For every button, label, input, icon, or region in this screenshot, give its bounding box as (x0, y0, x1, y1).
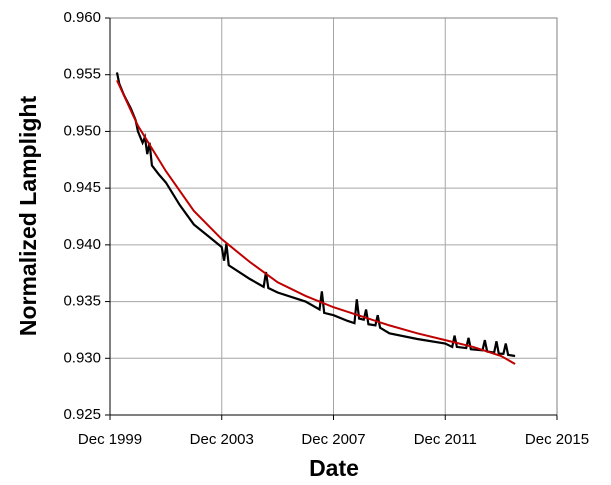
y-tick-label: 0.940 (63, 236, 101, 253)
data-line (115, 72, 516, 358)
x-tick-label: Dec 2007 (301, 431, 365, 448)
y-tick-label: 0.960 (63, 9, 101, 26)
y-tick-label: 0.925 (63, 406, 101, 423)
x-tick-label: Dec 2015 (525, 431, 589, 448)
x-tick-label: Dec 2011 (414, 431, 477, 448)
y-tick-label: 0.950 (63, 122, 101, 139)
x-tick-label: Dec 1999 (78, 431, 142, 448)
y-axis-title: Normalized Lamplight (15, 96, 41, 337)
y-tick-label: 0.945 (63, 179, 101, 196)
y-tick-label: 0.935 (63, 293, 101, 310)
y-tick-label: 0.955 (63, 66, 101, 83)
x-axis-title: Date (309, 455, 359, 481)
x-tick-label: Dec 2003 (190, 431, 254, 448)
data-line (116, 79, 516, 365)
y-tick-label: 0.930 (63, 349, 101, 366)
